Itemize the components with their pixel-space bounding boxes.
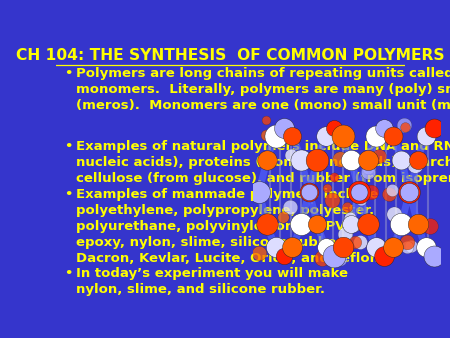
Point: [347, 221, 355, 227]
Point: [343, 204, 351, 210]
Point: [414, 157, 421, 163]
Point: [431, 125, 438, 130]
Point: [323, 185, 330, 190]
Point: [381, 125, 388, 130]
Point: [364, 221, 371, 226]
Point: [279, 215, 286, 220]
Point: [357, 197, 364, 202]
Text: CH 104: THE SYNTHESIS  OF COMMON POLYMERS: CH 104: THE SYNTHESIS OF COMMON POLYMERS: [16, 48, 445, 63]
Point: [331, 254, 338, 259]
Point: [423, 245, 430, 250]
Point: [322, 245, 329, 250]
Point: [262, 117, 270, 123]
Point: [423, 134, 430, 139]
Text: In today’s experiment you will make
nylon, slime, and silicone rubber.: In today’s experiment you will make nylo…: [76, 267, 348, 296]
Point: [373, 134, 380, 139]
Point: [314, 221, 321, 226]
Point: [397, 157, 405, 162]
Text: Examples of manmade polymers include
polyethylene, polypropylene, polyester,
pol: Examples of manmade polymers include pol…: [76, 188, 384, 265]
Point: [297, 221, 304, 227]
Point: [352, 240, 359, 245]
Text: •: •: [64, 188, 72, 201]
Point: [341, 231, 348, 237]
Point: [376, 153, 383, 159]
Text: Examples of natural polymers include DNA and RNA (from
nucleic acids), proteins : Examples of natural polymers include DNA…: [76, 140, 450, 185]
Point: [339, 245, 346, 250]
Point: [314, 157, 321, 163]
Point: [289, 245, 296, 250]
Point: [356, 239, 364, 244]
Point: [337, 256, 344, 262]
Point: [365, 165, 372, 171]
Point: [265, 218, 272, 223]
Point: [365, 170, 372, 175]
Point: [272, 134, 279, 139]
Text: •: •: [64, 267, 72, 280]
Point: [389, 245, 396, 250]
Point: [262, 132, 270, 138]
Point: [368, 190, 375, 195]
Point: [403, 245, 410, 250]
Point: [414, 221, 421, 226]
Text: •: •: [64, 67, 72, 80]
Point: [297, 157, 304, 162]
Point: [287, 153, 294, 158]
Point: [336, 156, 343, 162]
Point: [356, 189, 363, 194]
Point: [431, 254, 438, 259]
Point: [256, 251, 263, 256]
Point: [404, 239, 411, 245]
Point: [427, 223, 434, 228]
Point: [322, 134, 329, 139]
Point: [381, 254, 388, 259]
Point: [397, 221, 405, 227]
Point: [347, 157, 355, 163]
Point: [280, 125, 288, 130]
Point: [328, 197, 335, 202]
Point: [408, 243, 415, 248]
Point: [406, 189, 413, 195]
Point: [364, 157, 371, 163]
Point: [306, 189, 313, 195]
Point: [331, 125, 338, 130]
Point: [356, 189, 363, 195]
Point: [388, 187, 396, 193]
Text: •: •: [64, 140, 72, 153]
Point: [411, 163, 418, 168]
Point: [373, 245, 380, 250]
Point: [255, 189, 262, 195]
Point: [286, 204, 293, 210]
Point: [401, 125, 408, 130]
Point: [264, 157, 271, 163]
Point: [272, 245, 279, 250]
Point: [330, 174, 338, 179]
Point: [264, 221, 271, 226]
Point: [319, 255, 326, 260]
Point: [280, 254, 288, 259]
Point: [386, 191, 393, 197]
Point: [391, 212, 398, 217]
Point: [260, 223, 267, 229]
Point: [306, 189, 313, 195]
Point: [289, 134, 296, 139]
Text: Polymers are long chains of repeating units called
monomers.  Literally, polymer: Polymers are long chains of repeating un…: [76, 67, 450, 112]
Point: [255, 189, 262, 195]
Point: [336, 248, 343, 254]
Point: [401, 122, 408, 128]
Point: [339, 134, 346, 139]
Point: [346, 215, 353, 220]
Point: [389, 134, 396, 139]
Point: [406, 189, 413, 194]
